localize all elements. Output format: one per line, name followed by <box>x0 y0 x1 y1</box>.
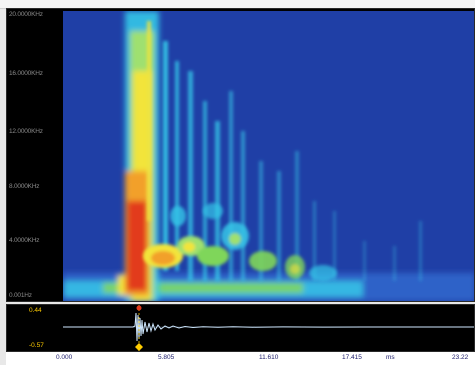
waveform-plot[interactable] <box>63 305 474 351</box>
mid-energy-blobs <box>143 203 337 281</box>
time-unit-label: ms <box>386 354 395 361</box>
cursor-bottom-marker[interactable] <box>135 343 143 351</box>
spectrogram-panel[interactable]: 20.0000KHz 16.0000KHz 12.0000KHz 8.0000K… <box>6 8 475 302</box>
cursor-top-marker[interactable] <box>136 305 142 311</box>
freq-label-0: 0.001Hz <box>9 292 32 299</box>
freq-label-8k: 8.0000KHz <box>9 183 40 190</box>
low-frequency-band <box>63 273 474 301</box>
time-label-3: 17.415 <box>342 354 362 361</box>
waveform-min-label: -0.57 <box>29 342 44 349</box>
freq-label-12k: 12.0000KHz <box>9 128 43 135</box>
freq-label-16k: 16.0000KHz <box>9 70 43 77</box>
time-label-2: 11.610 <box>259 354 279 361</box>
waveform-panel[interactable]: 0.44 -0.57 <box>6 304 475 352</box>
time-label-4: 23.22 <box>452 354 469 361</box>
spectrogram-plot[interactable] <box>63 11 474 301</box>
secondary-streaks <box>147 21 422 281</box>
freq-label-20k: 20.0000KHz <box>9 11 43 18</box>
time-label-0: 0.000 <box>56 354 73 361</box>
time-label-1: 5.805 <box>158 354 175 361</box>
waveform-max-label: 0.44 <box>29 307 42 314</box>
waveform-trace <box>63 305 474 351</box>
spectrogram-heatmap <box>63 11 474 301</box>
time-axis: 0.000 5.805 11.610 17.415 ms 23.22 <box>6 352 475 365</box>
frequency-axis: 20.0000KHz 16.0000KHz 12.0000KHz 8.0000K… <box>7 9 63 301</box>
freq-label-4k: 4.0000KHz <box>9 237 40 244</box>
